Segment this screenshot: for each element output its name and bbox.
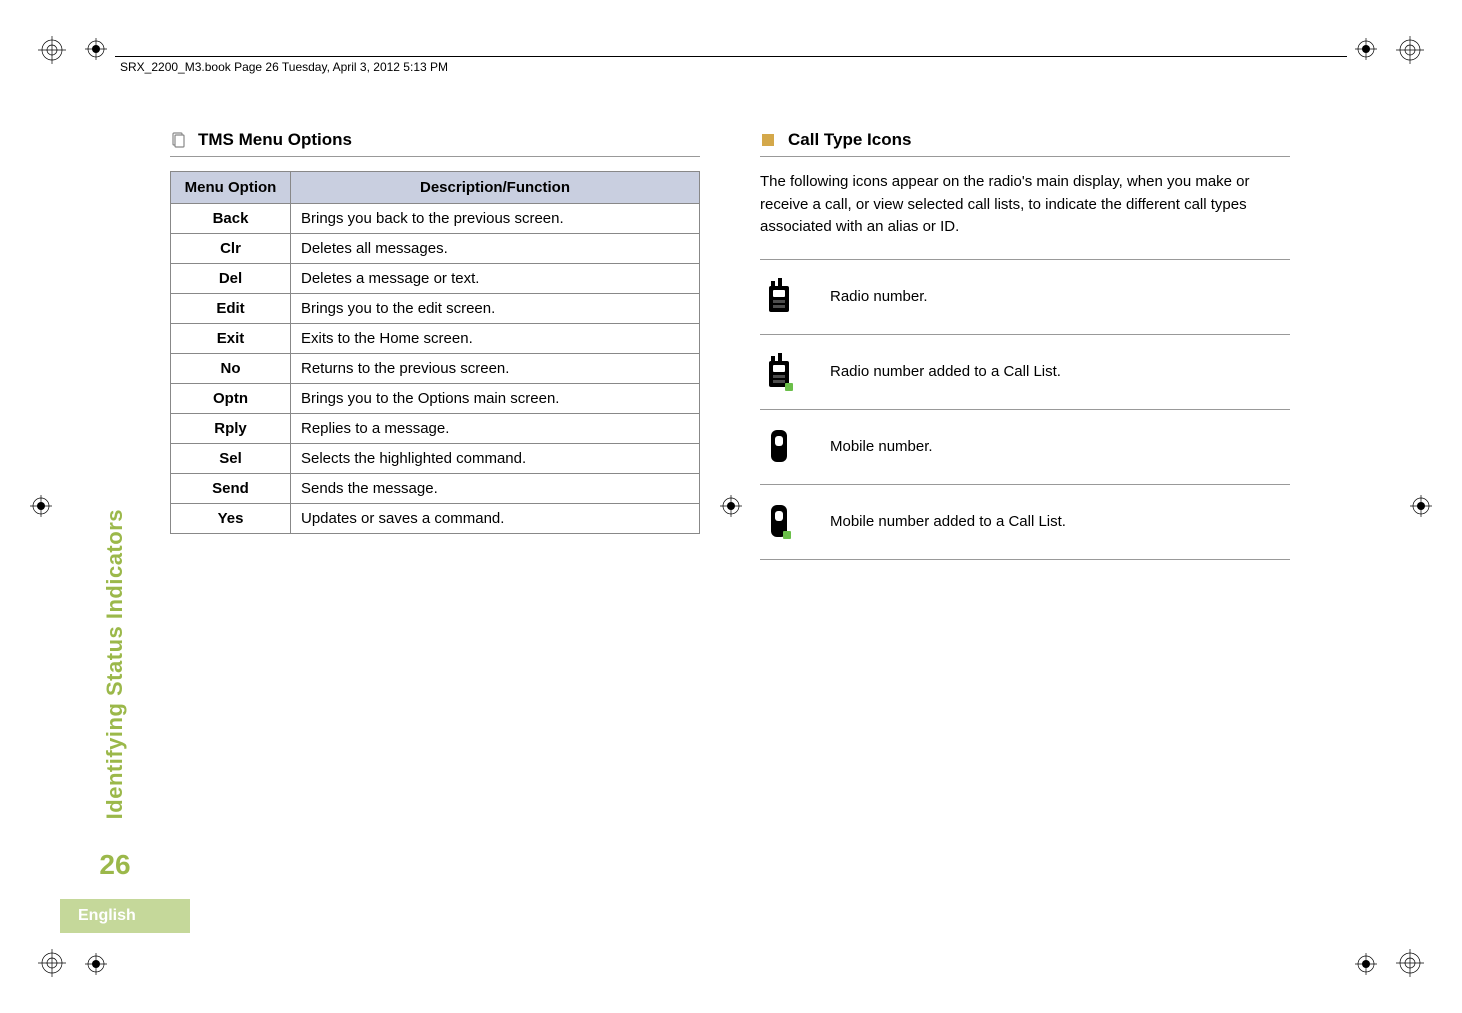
icon-description: Mobile number.	[830, 438, 1290, 455]
right-column: Call Type Icons The following icons appe…	[760, 130, 1290, 933]
menu-option-cell: Clr	[171, 234, 291, 264]
menu-desc-cell: Brings you back to the previous screen.	[291, 204, 700, 234]
table-row: NoReturns to the previous screen.	[171, 354, 700, 384]
icon-row: Radio number.	[760, 259, 1290, 334]
registration-mark-icon	[38, 949, 66, 977]
table-row: EditBrings you to the edit screen.	[171, 294, 700, 324]
table-row: SelSelects the highlighted command.	[171, 444, 700, 474]
table-header-option: Menu Option	[171, 172, 291, 204]
crop-mark-icon	[85, 953, 107, 975]
menu-desc-cell: Deletes a message or text.	[291, 264, 700, 294]
icon-row: Mobile number added to a Call List.	[760, 484, 1290, 560]
call-type-intro: The following icons appear on the radio'…	[760, 171, 1290, 239]
icon-description: Radio number.	[830, 288, 1290, 305]
registration-mark-icon	[38, 36, 66, 64]
table-header-desc: Description/Function	[291, 172, 700, 204]
menu-option-cell: Exit	[171, 324, 291, 354]
left-column: TMS Menu Options Menu Option Description…	[170, 130, 700, 933]
icon-row: Radio number added to a Call List.	[760, 334, 1290, 409]
square-bullet-icon	[760, 132, 776, 148]
table-row: OptnBrings you to the Options main scree…	[171, 384, 700, 414]
table-row: RplyReplies to a message.	[171, 414, 700, 444]
menu-desc-cell: Sends the message.	[291, 474, 700, 504]
table-row: DelDeletes a message or text.	[171, 264, 700, 294]
section-tab-label: Identifying Status Indicators	[102, 509, 128, 819]
icon-description: Radio number added to a Call List.	[830, 363, 1290, 380]
running-head: SRX_2200_M3.book Page 26 Tuesday, April …	[120, 60, 448, 74]
crop-mark-icon	[30, 495, 52, 517]
menu-desc-cell: Deletes all messages.	[291, 234, 700, 264]
document-icon	[170, 132, 186, 148]
crop-mark-icon	[1355, 38, 1377, 60]
menu-desc-cell: Selects the highlighted command.	[291, 444, 700, 474]
icon-row: Mobile number.	[760, 409, 1290, 484]
call-type-icon-list: Radio number. Radio number added to a Ca…	[760, 259, 1290, 560]
crop-mark-icon	[85, 38, 107, 60]
icon-description: Mobile number added to a Call List.	[830, 513, 1290, 530]
menu-option-cell: Optn	[171, 384, 291, 414]
table-row: BackBrings you back to the previous scre…	[171, 204, 700, 234]
mobile-list-icon	[760, 503, 800, 541]
call-type-heading-text: Call Type Icons	[788, 130, 911, 150]
crop-mark-icon	[1355, 953, 1377, 975]
radio-icon	[760, 278, 800, 316]
menu-desc-cell: Brings you to the edit screen.	[291, 294, 700, 324]
table-row: SendSends the message.	[171, 474, 700, 504]
call-type-heading: Call Type Icons	[760, 130, 1290, 157]
table-row: ClrDeletes all messages.	[171, 234, 700, 264]
crop-mark-icon	[1410, 495, 1432, 517]
tms-heading-text: TMS Menu Options	[198, 130, 352, 150]
menu-option-cell: No	[171, 354, 291, 384]
menu-desc-cell: Exits to the Home screen.	[291, 324, 700, 354]
menu-desc-cell: Brings you to the Options main screen.	[291, 384, 700, 414]
tms-menu-table: Menu Option Description/Function BackBri…	[170, 171, 700, 534]
menu-option-cell: Sel	[171, 444, 291, 474]
menu-option-cell: Del	[171, 264, 291, 294]
menu-option-cell: Back	[171, 204, 291, 234]
registration-mark-icon	[1396, 36, 1424, 64]
registration-mark-icon	[1396, 949, 1424, 977]
page-number: 26	[99, 849, 130, 881]
menu-option-cell: Edit	[171, 294, 291, 324]
header-rule	[115, 56, 1347, 57]
menu-option-cell: Yes	[171, 504, 291, 534]
table-row: ExitExits to the Home screen.	[171, 324, 700, 354]
menu-desc-cell: Updates or saves a command.	[291, 504, 700, 534]
menu-option-cell: Rply	[171, 414, 291, 444]
table-row: YesUpdates or saves a command.	[171, 504, 700, 534]
menu-option-cell: Send	[171, 474, 291, 504]
menu-desc-cell: Replies to a message.	[291, 414, 700, 444]
tms-heading: TMS Menu Options	[170, 130, 700, 157]
mobile-icon	[760, 428, 800, 466]
menu-desc-cell: Returns to the previous screen.	[291, 354, 700, 384]
radio-list-icon	[760, 353, 800, 391]
